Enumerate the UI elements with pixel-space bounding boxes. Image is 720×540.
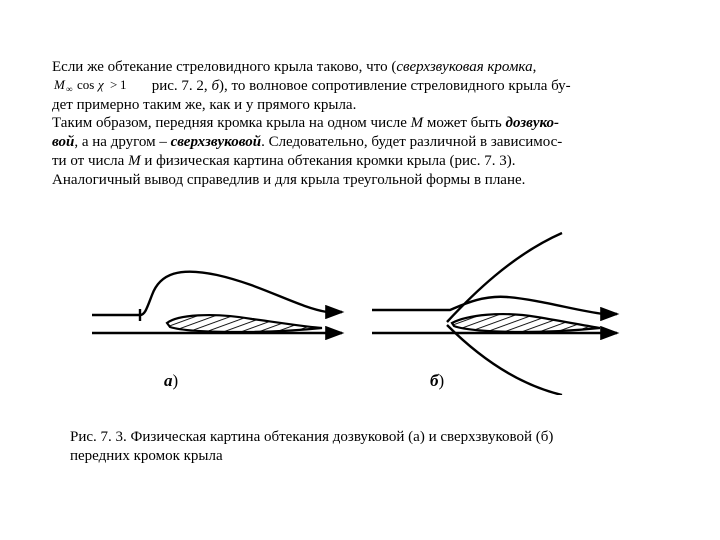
para-line: Аналогичный вывод справедлив и для крыла… — [52, 171, 672, 190]
bold-italic-text: сверхзвуковой — [171, 134, 261, 150]
shock-upper-b — [447, 233, 562, 322]
figure-label-a: а) — [164, 370, 178, 391]
figure-7-3: а) б) — [52, 215, 672, 415]
text: передних кромок крыла — [70, 448, 223, 464]
para-line: Таким образом, передняя кромка крыла на … — [52, 114, 672, 133]
figure-label-b: б) — [430, 370, 444, 391]
formula-M: M — [53, 77, 66, 92]
para-line: Если же обтекание стреловидного крыла та… — [52, 58, 672, 77]
formula-inline: M ∞ cos χ > 1 — [52, 76, 148, 94]
figure-caption: Рис. 7. 3. Физическая картина обтекания … — [70, 428, 650, 466]
paren: ) — [438, 371, 444, 390]
diagram-b — [372, 233, 617, 395]
italic-text: сверхзвуковая кромка — [396, 59, 532, 75]
diagram-a — [92, 272, 342, 333]
formula-chi: χ — [96, 77, 104, 92]
caption-line: передних кромок крыла — [70, 447, 650, 466]
figure-svg — [52, 215, 672, 395]
italic-text: М — [411, 115, 424, 131]
text: . Следовательно, будет различной в завис… — [261, 134, 562, 150]
caption-line: Рис. 7. 3. Физическая картина обтекания … — [70, 428, 650, 447]
text: Таким образом, передняя кромка крыла на … — [52, 115, 411, 131]
upper-flow-line-a — [92, 272, 342, 315]
formula-cos: cos — [77, 77, 94, 92]
italic-text: б — [211, 78, 219, 94]
airfoil-a — [167, 315, 322, 332]
text: и физическая картина обтекания кромки кр… — [141, 153, 516, 169]
upper-flow-line-b — [372, 297, 617, 314]
text: , — [533, 59, 537, 75]
para-line: дет примерно таким же, как и у прямого к… — [52, 96, 672, 115]
formula-inf: ∞ — [66, 84, 72, 94]
para-line: вой, а на другом – сверхзвуковой. Следов… — [52, 133, 672, 152]
text: Аналогичный вывод справедлив и для крыла… — [52, 172, 525, 188]
formula-gt: > — [110, 77, 117, 92]
text: Рис. 7. 3. Физическая картина обтекания … — [70, 429, 553, 445]
main-paragraph: Если же обтекание стреловидного крыла та… — [52, 58, 672, 189]
bold-italic-text: дозвуко- — [506, 115, 559, 131]
text: Если же обтекание стреловидного крыла та… — [52, 59, 396, 75]
text: может быть — [423, 115, 505, 131]
text: , а на другом – — [74, 134, 170, 150]
text: дет примерно таким же, как и у прямого к… — [52, 97, 356, 113]
para-line: M ∞ cos χ > 1 рис. 7. 2, б), то волновое… — [52, 77, 672, 96]
formula-one: 1 — [120, 77, 127, 92]
airfoil-b — [452, 314, 600, 332]
paren: ) — [173, 371, 179, 390]
formula-svg: M ∞ cos χ > 1 — [52, 76, 148, 94]
shock-lower-b — [447, 325, 562, 395]
bold-italic-text: вой — [52, 134, 74, 150]
italic-text: М — [128, 153, 141, 169]
para-line: ти от числа М и физическая картина обтек… — [52, 152, 672, 171]
text: ), то волновое сопротивление стреловидно… — [219, 78, 571, 94]
label-a-text: а — [164, 371, 173, 390]
text: рис. 7. 2, — [152, 78, 212, 94]
text: ти от числа — [52, 153, 128, 169]
